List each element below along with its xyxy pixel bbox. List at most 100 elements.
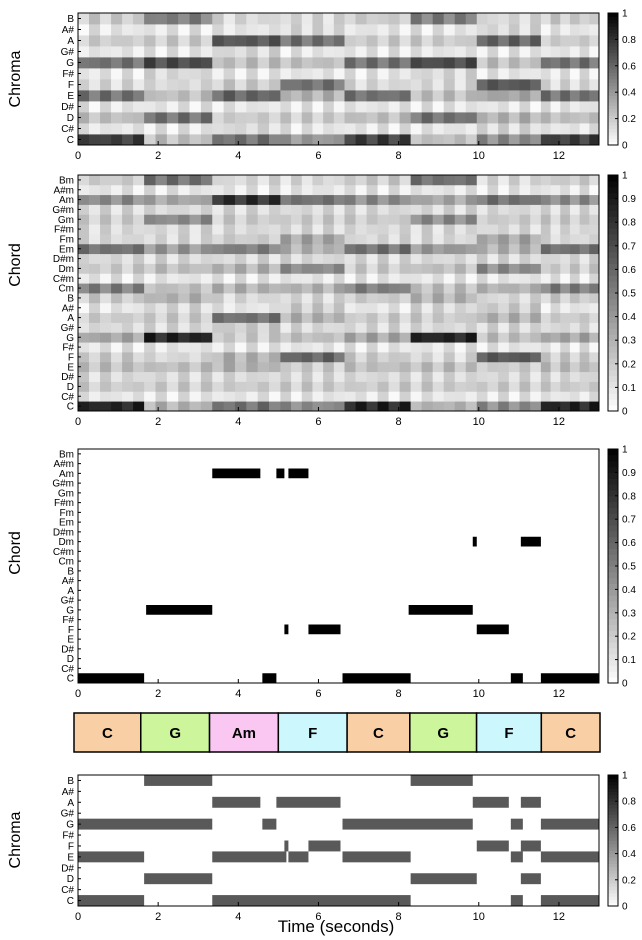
heatmap-cell: [166, 194, 179, 205]
heatmap-cell: [223, 214, 236, 225]
heatmap-cell: [569, 224, 581, 235]
heatmap-cell: [454, 184, 467, 196]
heatmap-cell: [377, 361, 389, 373]
colorbar-tick-label: 0.4: [622, 88, 636, 99]
colorbar-segment: [608, 102, 618, 106]
heatmap-cell: [410, 204, 423, 215]
active-cell: [476, 624, 509, 635]
heatmap-cell: [476, 214, 488, 225]
heatmap-cell: [454, 243, 467, 255]
heatmap-cell: [377, 24, 389, 36]
heatmap-cell: [355, 46, 367, 58]
heatmap-cell: [301, 101, 313, 113]
heatmap-cell: [223, 312, 236, 323]
colorbar-tick-label: 0.5: [622, 562, 636, 573]
heatmap-cell: [465, 381, 478, 392]
heatmap-cell: [465, 68, 478, 80]
heatmap-cell: [399, 332, 412, 343]
colorbar-segment: [608, 13, 618, 17]
heatmap-cell: [246, 322, 259, 333]
heatmap-cell: [344, 293, 356, 304]
heatmap-cell: [388, 175, 401, 186]
heatmap-cell: [550, 175, 561, 186]
heatmap-cell: [166, 175, 179, 186]
heatmap-cell: [333, 283, 345, 294]
colorbar-segment: [608, 495, 618, 503]
heatmap-cell: [487, 371, 499, 382]
heatmap-cell: [355, 68, 367, 80]
colorbar-segment: [608, 630, 618, 637]
heatmap-cell: [200, 332, 213, 343]
heatmap-cell: [432, 24, 445, 36]
heatmap-cell: [323, 293, 335, 304]
heatmap-cell: [155, 90, 168, 102]
heatmap-cell: [421, 312, 434, 323]
plot-frame: [77, 448, 600, 684]
heatmap-cell: [333, 234, 345, 245]
colorbar-segment: [608, 653, 618, 661]
heatmap-cell: [323, 381, 335, 392]
heatmap-cell: [155, 322, 168, 333]
heatmap-cell: [388, 234, 401, 245]
heatmap-cell: [312, 24, 324, 36]
heatmap-cell: [399, 293, 412, 304]
heatmap-cell: [200, 322, 213, 333]
heatmap-cell: [144, 381, 156, 392]
heatmap-cell: [399, 13, 412, 25]
heatmap-cell: [550, 35, 561, 47]
x-tick-label: 2: [155, 688, 161, 700]
heatmap-cell: [540, 283, 551, 294]
heatmap-cell: [432, 371, 445, 382]
heatmap-cell: [178, 322, 190, 333]
colorbar-segment: [608, 39, 618, 44]
heatmap-cell: [377, 371, 389, 382]
y-tick-label: F: [68, 841, 74, 852]
heatmap-cell: [399, 283, 412, 294]
heatmap-cell: [333, 204, 345, 215]
heatmap-cell: [421, 214, 434, 225]
heatmap-cell: [269, 253, 281, 264]
heatmap-cell: [399, 273, 412, 284]
heatmap-cell: [399, 342, 412, 353]
heatmap-cell: [498, 68, 510, 80]
heatmap-cell: [111, 263, 123, 274]
heatmap-cell: [178, 302, 190, 314]
heatmap-cell: [355, 184, 367, 196]
heatmap-cell: [560, 204, 571, 215]
heatmap-cell: [530, 293, 542, 304]
heatmap-cell: [246, 352, 259, 363]
heatmap-cell: [133, 35, 145, 47]
heatmap-cell: [399, 371, 412, 382]
heatmap-cell: [344, 224, 356, 235]
heatmap-cell: [421, 123, 434, 135]
heatmap-cell: [189, 352, 202, 363]
heatmap-cell: [100, 312, 112, 323]
heatmap-cell: [200, 134, 213, 146]
heatmap-cell: [432, 224, 445, 235]
heatmap-cell: [312, 68, 324, 80]
heatmap-cell: [399, 24, 412, 36]
heatmap-cell: [569, 184, 581, 196]
heatmap-cell: [465, 401, 478, 412]
heatmap-cell: [476, 342, 488, 353]
y-tick-label: Fm: [60, 234, 74, 245]
y-tick-label: G: [66, 820, 74, 831]
heatmap-cell: [487, 361, 499, 373]
x-tick-label: 0: [75, 688, 81, 700]
heatmap-cell: [443, 263, 456, 274]
heatmap-cell: [212, 312, 225, 323]
heatmap-cell: [443, 194, 456, 205]
heatmap-cell: [355, 263, 367, 274]
heatmap-cell: [443, 401, 456, 412]
heatmap-cell: [410, 302, 423, 314]
active-cell: [78, 895, 145, 906]
y-tick-label: C: [67, 135, 74, 146]
heatmap-cell: [550, 401, 561, 412]
heatmap-cell: [133, 263, 145, 274]
heatmap-cell: [301, 273, 313, 284]
heatmap-cell: [301, 68, 313, 80]
heatmap-cell: [323, 322, 335, 333]
heatmap-cell: [454, 79, 467, 91]
heatmap-cell: [421, 273, 434, 284]
heatmap-cell: [212, 24, 225, 36]
